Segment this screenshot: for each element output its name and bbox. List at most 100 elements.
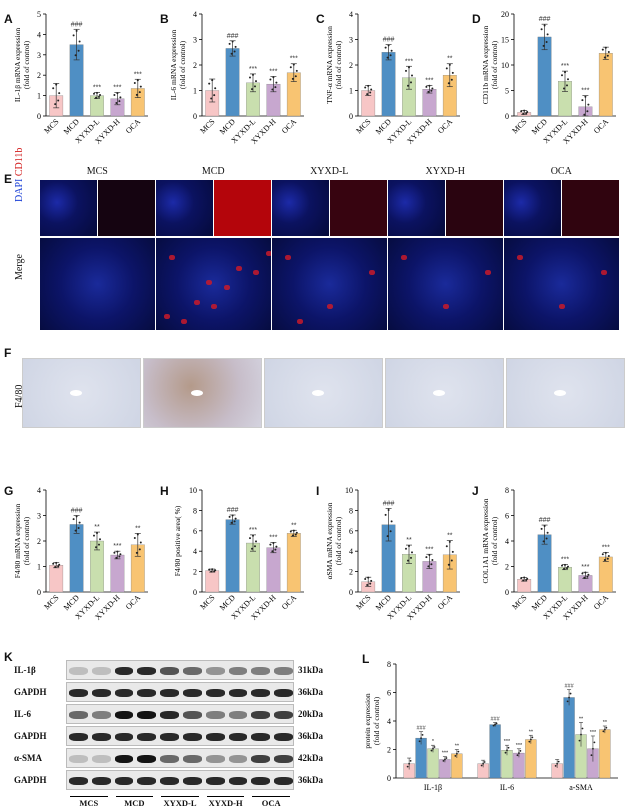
data-point (231, 40, 234, 43)
cd11b-image (561, 180, 619, 236)
data-point (431, 87, 434, 90)
blot-band (114, 733, 134, 741)
y-axis-label-line: IL-6 mRNA expression (169, 30, 178, 101)
data-point (274, 86, 277, 89)
y-tick-label: 10 (501, 61, 509, 70)
y-tick-label: 2 (37, 537, 41, 546)
data-point (542, 540, 545, 543)
data-point (433, 746, 436, 748)
y-tick-label: 4 (37, 30, 41, 39)
y-axis-label: protein expression(fold of control) (363, 693, 381, 748)
data-point (384, 513, 387, 516)
data-point (494, 723, 496, 726)
data-point (528, 740, 531, 743)
data-point (411, 74, 413, 77)
y-tick-label: 2 (193, 568, 197, 577)
y-axis-label: IL-6 mRNA expression(fold of control) (169, 30, 187, 101)
data-point (138, 548, 141, 551)
data-point (214, 569, 217, 572)
data-point (292, 63, 295, 66)
blot-band (137, 755, 157, 763)
data-point (233, 520, 236, 523)
blot-label: α-SMA (14, 753, 43, 763)
significance-mark: *** (504, 739, 511, 745)
data-point (115, 101, 118, 104)
data-point (294, 533, 297, 536)
significance-mark: ** (455, 744, 460, 750)
data-point (450, 78, 453, 81)
blot-band (69, 755, 88, 763)
data-point (72, 34, 75, 37)
data-point (52, 87, 55, 90)
category-label: OCA (124, 117, 142, 135)
cd11b-signal (442, 304, 449, 310)
data-point (93, 534, 95, 537)
data-point (520, 577, 523, 580)
bar (225, 48, 240, 117)
data-point (603, 559, 606, 562)
data-point (529, 738, 532, 741)
data-point (583, 576, 586, 579)
y-tick-label: 0 (505, 588, 509, 597)
data-point (390, 49, 393, 52)
significance-mark: ** (447, 532, 453, 539)
significance-mark: *** (269, 535, 277, 542)
kda-label: 36kDa (298, 731, 324, 741)
data-point (457, 750, 460, 753)
panel-label-l: L (362, 652, 370, 666)
blot-band (114, 711, 134, 719)
data-point (139, 541, 142, 544)
y-tick-label: 3 (193, 36, 197, 45)
panel-label-k: K (4, 650, 13, 664)
category-label: OCA (592, 593, 610, 611)
y-tick-label: 20 (501, 10, 509, 19)
chart-c: 0 1 2 3 4 TNF-α mRNA expression(fold of contr… (312, 0, 466, 160)
data-point (504, 751, 507, 754)
blot-band (228, 667, 248, 675)
data-point (554, 764, 557, 767)
panel-label-d: D (472, 12, 481, 26)
data-point (451, 71, 454, 74)
significance-mark: *** (405, 58, 413, 65)
merge-image-oca (504, 238, 619, 330)
data-point (540, 28, 543, 31)
panel-e: E MCS MCD XYXD-L XYXD-H OCA DAPI CD11b Merge (0, 148, 626, 332)
significance-mark: ### (416, 726, 426, 732)
y-axis-label-line: F4/80 mRNA expression (13, 503, 22, 578)
y-axis-label: F4/80 mRNA expression(fold of control) (13, 503, 31, 578)
blot-band (137, 667, 157, 675)
blot-band (91, 689, 111, 697)
merge-image-mcd (156, 238, 271, 330)
y-tick-label: 0 (349, 112, 353, 121)
category-label: OCA (436, 593, 454, 611)
panel-f: F F4/80 (0, 346, 626, 430)
data-point (518, 752, 520, 754)
group-label: MCS (79, 798, 99, 808)
category-label: MCS (42, 117, 60, 135)
data-point (119, 96, 122, 99)
data-point (561, 74, 563, 77)
data-point (444, 758, 446, 761)
group-underline (206, 796, 245, 797)
significance-mark: *** (425, 77, 433, 84)
blot-band (183, 755, 202, 763)
vessel (69, 389, 82, 396)
kda-label: 31kDa (298, 665, 324, 675)
panel-j: J 0 2 4 6 8 COL1A1 mRNA expression(fold of co… (468, 476, 626, 636)
blot-band (114, 755, 134, 763)
data-point (561, 564, 563, 567)
data-point (506, 749, 508, 752)
significance-mark: ### (71, 21, 83, 28)
significance-mark: *** (134, 71, 142, 78)
cd11b-signal (601, 270, 608, 276)
significance-mark: ### (383, 37, 395, 44)
blot-strip (66, 682, 294, 702)
data-point (590, 754, 593, 757)
y-tick-label: 4 (387, 717, 391, 726)
blot-band (114, 689, 134, 697)
y-axis-label: COL1A1 mRNA expression(fold of control) (481, 498, 499, 583)
chart-i: 0 2 4 6 8 10 αSMA mRNA expression(fold of cont… (312, 476, 466, 636)
blot-label: IL-6 (14, 709, 32, 719)
significance-mark: *** (590, 730, 597, 736)
data-point (587, 573, 590, 576)
